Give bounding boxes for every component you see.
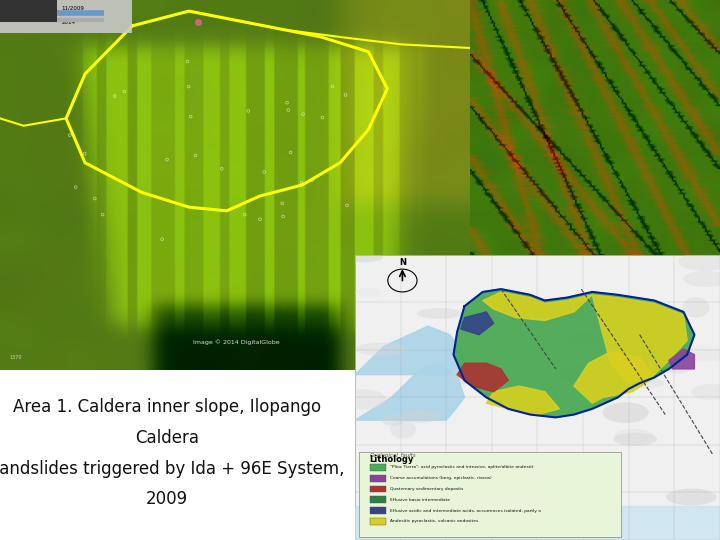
Ellipse shape <box>603 402 649 423</box>
Point <box>297 110 309 118</box>
Ellipse shape <box>690 349 720 361</box>
FancyBboxPatch shape <box>369 485 386 492</box>
Ellipse shape <box>614 429 654 444</box>
Ellipse shape <box>437 477 477 495</box>
Point <box>285 148 297 157</box>
Point <box>276 199 288 208</box>
FancyBboxPatch shape <box>369 475 386 482</box>
Point <box>341 201 353 210</box>
Point <box>317 113 328 122</box>
Polygon shape <box>593 295 687 383</box>
Text: Area 1. Caldera inner slope, Ilopango: Area 1. Caldera inner slope, Ilopango <box>13 399 321 416</box>
Ellipse shape <box>355 343 407 356</box>
Ellipse shape <box>561 309 587 319</box>
Point <box>258 167 270 176</box>
FancyBboxPatch shape <box>369 507 386 514</box>
Ellipse shape <box>678 253 720 271</box>
Text: Effusive acidic and intermediate acids, occurrences isolated, partly o: Effusive acidic and intermediate acids, … <box>390 509 541 512</box>
FancyBboxPatch shape <box>0 0 57 22</box>
FancyBboxPatch shape <box>369 518 386 525</box>
Point <box>307 176 318 185</box>
Point <box>119 87 130 96</box>
Ellipse shape <box>569 332 603 344</box>
Polygon shape <box>487 386 559 415</box>
Text: 1370: 1370 <box>9 355 22 360</box>
FancyBboxPatch shape <box>0 0 132 33</box>
Point <box>340 91 351 99</box>
Point <box>190 151 202 160</box>
Text: Landslides triggered by Ida + 96E System,: Landslides triggered by Ida + 96E System… <box>0 460 344 477</box>
Ellipse shape <box>666 489 716 505</box>
Ellipse shape <box>468 479 488 491</box>
Point <box>239 210 251 219</box>
Ellipse shape <box>355 288 382 298</box>
Polygon shape <box>355 363 464 420</box>
Text: Coarse accumulations (berg, epiclastic, riacos): Coarse accumulations (berg, epiclastic, … <box>390 476 491 480</box>
Point <box>282 106 294 114</box>
Polygon shape <box>461 312 494 335</box>
Ellipse shape <box>451 367 478 384</box>
Text: Geological_faults: Geological_faults <box>369 452 416 457</box>
Ellipse shape <box>342 389 387 409</box>
Polygon shape <box>355 506 720 540</box>
FancyBboxPatch shape <box>369 496 386 503</box>
Point <box>70 183 81 191</box>
Text: "Plioc Tierra": acid pyroclastic and intrusive, aplite/albite andestit: "Plioc Tierra": acid pyroclastic and int… <box>390 465 533 469</box>
Point <box>161 156 173 164</box>
Ellipse shape <box>555 365 606 382</box>
Ellipse shape <box>398 410 441 423</box>
Text: Quaternary sedimentary deposits: Quaternary sedimentary deposits <box>390 487 463 491</box>
Point <box>185 112 197 121</box>
FancyBboxPatch shape <box>369 464 386 471</box>
FancyBboxPatch shape <box>355 255 720 540</box>
Ellipse shape <box>344 252 383 262</box>
Point <box>89 194 101 203</box>
Ellipse shape <box>683 297 709 318</box>
Text: 2014: 2014 <box>61 20 76 25</box>
Text: Lithology: Lithology <box>369 455 414 464</box>
Point <box>282 98 293 107</box>
Polygon shape <box>454 289 695 417</box>
Text: Caldera: Caldera <box>135 429 199 447</box>
Point <box>64 131 76 139</box>
Ellipse shape <box>680 346 720 361</box>
Ellipse shape <box>513 307 543 318</box>
Ellipse shape <box>382 414 404 426</box>
Ellipse shape <box>691 384 720 400</box>
Point <box>79 149 91 158</box>
Ellipse shape <box>613 433 657 446</box>
Ellipse shape <box>631 377 665 388</box>
Ellipse shape <box>664 360 693 373</box>
Point <box>183 82 194 91</box>
Point <box>254 215 266 224</box>
Point <box>216 165 228 173</box>
Point <box>156 235 168 244</box>
Point <box>296 178 307 187</box>
Ellipse shape <box>357 476 387 490</box>
Ellipse shape <box>390 421 416 438</box>
Polygon shape <box>574 352 654 403</box>
Text: 16 P 290924.05 m: 16 P 290924.05 m <box>379 355 424 360</box>
Ellipse shape <box>683 271 720 287</box>
Ellipse shape <box>417 308 462 319</box>
Text: 11/2009: 11/2009 <box>61 5 84 10</box>
Point <box>109 92 120 100</box>
Polygon shape <box>482 292 593 320</box>
Ellipse shape <box>450 471 474 482</box>
Point <box>181 57 193 66</box>
Polygon shape <box>355 326 464 375</box>
Polygon shape <box>457 363 508 392</box>
Point <box>327 82 338 91</box>
Text: N: N <box>399 258 406 267</box>
Point <box>243 106 254 115</box>
Text: 2009: 2009 <box>145 490 188 508</box>
Ellipse shape <box>430 480 462 497</box>
Text: Effusive basio intermediate: Effusive basio intermediate <box>390 498 450 502</box>
Point <box>277 212 289 221</box>
Polygon shape <box>669 349 695 369</box>
Point <box>96 210 108 219</box>
Text: Andesitic pyroclastic, volcanic andosites: Andesitic pyroclastic, volcanic andosite… <box>390 519 478 523</box>
Text: Image © 2014 DigitalGlobe: Image © 2014 DigitalGlobe <box>193 339 279 345</box>
FancyBboxPatch shape <box>359 451 621 537</box>
